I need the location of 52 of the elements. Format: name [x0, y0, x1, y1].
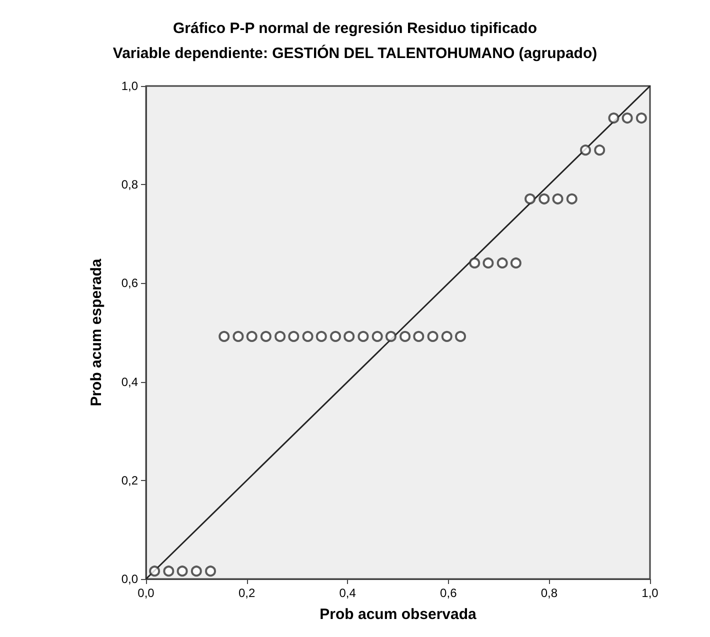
point	[163, 566, 174, 577]
point	[246, 330, 258, 342]
point	[218, 330, 230, 342]
point	[316, 330, 327, 342]
x-tick-label: 0,2	[238, 586, 256, 600]
point	[496, 257, 508, 268]
point	[232, 330, 244, 342]
point	[622, 112, 633, 124]
point	[302, 330, 314, 342]
point	[636, 112, 647, 124]
point	[176, 566, 188, 577]
y-tick-label: 0,8	[121, 178, 138, 192]
x-tick-label: 0,4	[339, 586, 356, 600]
x-tick-label: 1,0	[642, 586, 659, 600]
point	[566, 193, 578, 204]
y-axis-title: Prob acum esperada	[88, 258, 105, 406]
point	[455, 330, 466, 342]
point	[330, 330, 342, 342]
y-tick-label: 1,0	[121, 79, 138, 93]
y-tick-label: 0,4	[121, 374, 138, 389]
chart-subtitle: Variable dependiente: GESTIÓN DEL TALENTOHUMANO (agrupado)	[112, 44, 598, 62]
y-tick-label: 0,2	[121, 473, 138, 488]
point	[344, 330, 355, 342]
x-tick-label: 0,0	[138, 586, 155, 600]
point	[580, 144, 591, 156]
point	[149, 566, 160, 577]
point	[274, 330, 286, 342]
point	[594, 144, 606, 156]
point	[190, 566, 202, 577]
y-tick-label: 0,0	[121, 572, 138, 586]
point	[400, 330, 411, 342]
x-tick-label: 0,6	[440, 586, 458, 600]
point	[469, 257, 480, 268]
point	[260, 330, 272, 342]
point	[441, 330, 452, 342]
point	[482, 257, 494, 268]
x-tick-label: 0,8	[540, 586, 558, 600]
point	[552, 193, 564, 204]
point	[205, 566, 216, 577]
point	[385, 330, 396, 342]
point	[358, 330, 369, 342]
point	[372, 330, 383, 342]
point	[427, 330, 438, 342]
point	[608, 112, 620, 124]
point	[524, 193, 536, 204]
point	[538, 193, 550, 204]
point	[413, 330, 424, 342]
point	[288, 330, 300, 342]
x-axis-title: Prob acum observada	[320, 606, 478, 623]
chart-title: Gráfico P-P normal de regresión Residuo tipificado	[173, 20, 537, 37]
point	[510, 257, 522, 268]
y-tick-label: 0,6	[121, 276, 138, 290]
